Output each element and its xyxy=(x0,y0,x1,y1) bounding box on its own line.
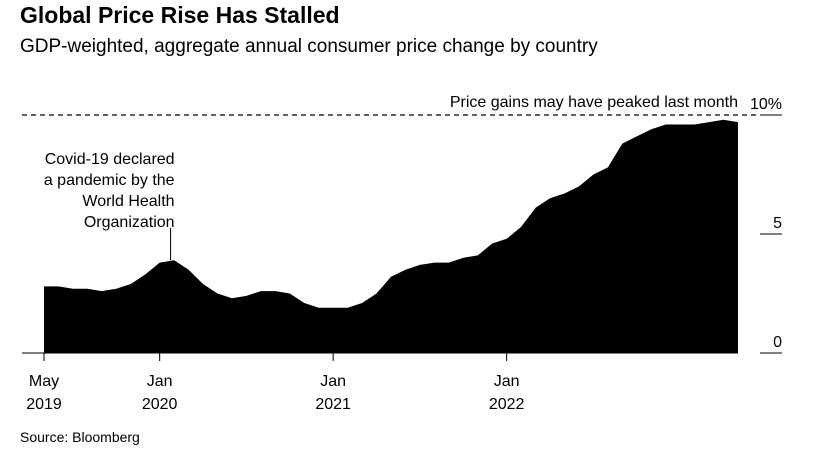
axis-layer: May 2019 Jan 2020 Jan 2021 Jan 2022 0 5 10% xyxy=(22,96,782,413)
covid-annotation-line: a pandemic by the xyxy=(44,172,175,189)
x-tick-label-year: 2022 xyxy=(489,396,525,413)
inflation-area xyxy=(44,119,738,353)
annotation-layer: Covid-19 declared a pandemic by the World … xyxy=(44,94,738,261)
x-tick-label-month: May xyxy=(29,373,59,390)
y-tick-label: 5 xyxy=(773,215,782,232)
y-tick-label: 0 xyxy=(773,334,782,351)
covid-annotation-line: World Health xyxy=(82,193,174,210)
x-tick-label-year: 2020 xyxy=(142,396,178,413)
x-tick-label-year: 2019 xyxy=(26,396,62,413)
chart-subtitle: GDP-weighted, aggregate annual consumer … xyxy=(20,36,598,57)
source-note: Source: Bloomberg xyxy=(20,429,140,445)
area-layer xyxy=(44,119,738,353)
x-tick-label-year: 2021 xyxy=(315,396,351,413)
x-tick-label-month: Jan xyxy=(320,373,346,390)
covid-annotation-line: Covid-19 declared xyxy=(45,151,175,168)
covid-annotation-line: Organization xyxy=(84,214,175,231)
x-tick-label-month: Jan xyxy=(494,373,520,390)
peak-annotation-text: Price gains may have peaked last month xyxy=(450,94,738,111)
x-tick-label-month: Jan xyxy=(147,373,173,390)
y-tick-label: 10% xyxy=(750,96,782,113)
chart-title: Global Price Rise Has Stalled xyxy=(20,2,340,28)
